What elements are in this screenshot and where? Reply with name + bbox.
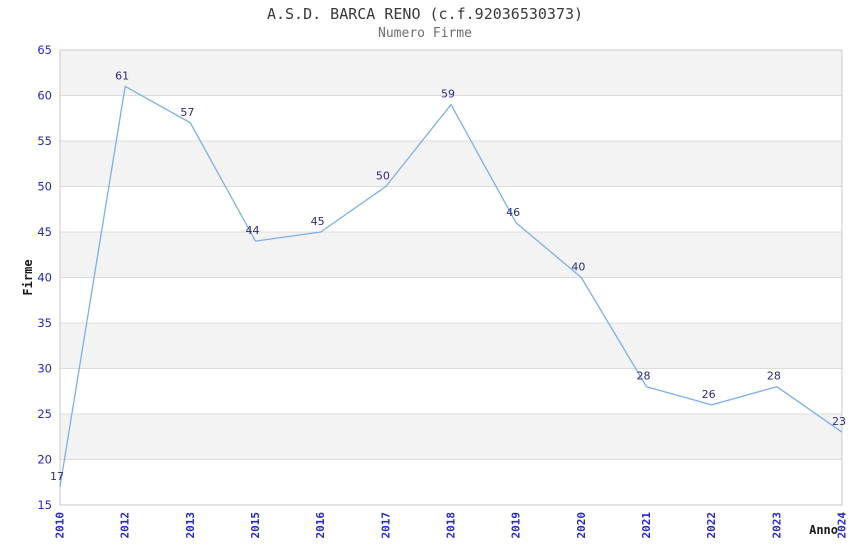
plot-band xyxy=(60,414,842,460)
x-tick-label: 2023 xyxy=(770,512,783,539)
y-tick-label: 65 xyxy=(37,43,52,57)
y-tick-label: 20 xyxy=(37,453,52,467)
data-point-label: 28 xyxy=(637,370,651,383)
y-tick-label: 40 xyxy=(37,271,52,285)
data-point-label: 28 xyxy=(767,370,781,383)
y-tick-label: 30 xyxy=(37,362,52,376)
y-tick-label: 50 xyxy=(37,180,52,194)
y-tick-label: 25 xyxy=(37,407,52,421)
data-point-label: 59 xyxy=(441,88,455,101)
x-tick-label: 2019 xyxy=(510,512,523,539)
data-point-label: 46 xyxy=(506,206,520,219)
plot-border xyxy=(59,49,843,506)
data-point-label: 17 xyxy=(50,470,64,483)
plot-band xyxy=(60,323,842,369)
x-tick-label: 2016 xyxy=(314,512,327,539)
x-tick-label: 2018 xyxy=(445,512,458,539)
y-axis-title: Firme xyxy=(21,259,35,295)
plot-band xyxy=(60,141,842,187)
data-point-label: 57 xyxy=(180,106,194,119)
x-tick-label: 2020 xyxy=(575,512,588,539)
x-tick-label: 2013 xyxy=(184,512,197,539)
x-tick-label: 2021 xyxy=(640,512,653,539)
y-tick-label: 45 xyxy=(37,225,52,239)
plot-band xyxy=(60,50,842,96)
x-tick-label: 2024 xyxy=(836,512,849,539)
x-tick-label: 2022 xyxy=(705,512,718,539)
x-tick-label: 2017 xyxy=(379,512,392,539)
chart-subtitle: Numero Firme xyxy=(378,26,472,41)
data-point-label: 44 xyxy=(246,224,260,237)
y-tick-label: 55 xyxy=(37,134,52,148)
data-point-label: 26 xyxy=(702,388,716,401)
data-point-label: 61 xyxy=(115,69,129,82)
x-tick-label: 2012 xyxy=(119,512,132,539)
data-point-label: 50 xyxy=(376,170,390,183)
y-tick-label: 35 xyxy=(37,316,52,330)
data-point-label: 40 xyxy=(571,261,585,274)
x-axis-title: Anno xyxy=(809,523,838,537)
x-tick-label: 2015 xyxy=(249,512,262,539)
data-line xyxy=(59,85,843,487)
plot-band xyxy=(60,232,842,278)
data-point-label: 23 xyxy=(832,415,846,428)
data-point-label: 45 xyxy=(311,215,325,228)
x-tick-label: 2010 xyxy=(54,512,67,539)
y-tick-label: 15 xyxy=(37,498,52,512)
y-tick-label: 60 xyxy=(37,89,52,103)
chart-title: A.S.D. BARCA RENO (c.f.92036530373) xyxy=(266,5,584,23)
